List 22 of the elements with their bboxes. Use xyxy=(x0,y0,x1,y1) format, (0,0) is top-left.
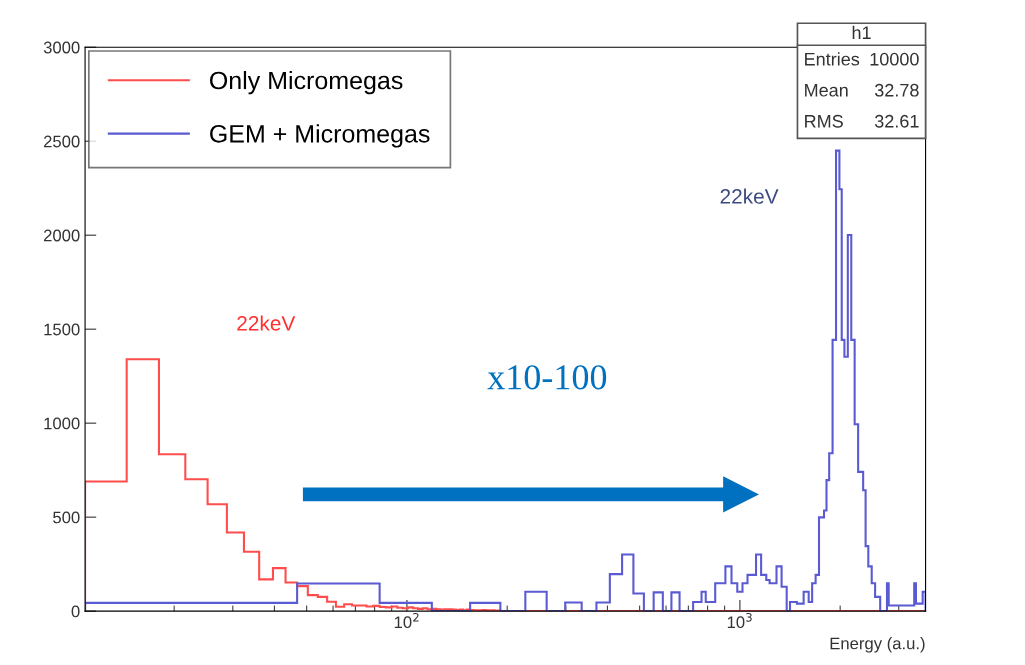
annotation: x10-100 xyxy=(487,365,607,390)
y-tick-label: 1000 xyxy=(44,417,80,430)
annotation: 22keV xyxy=(237,315,296,331)
annotation: 32.78 xyxy=(874,83,919,97)
annotation: Mean xyxy=(805,84,848,97)
annotation: Entries xyxy=(805,52,860,66)
x-tick-label: 10$^{3}$ xyxy=(727,612,752,629)
y-tick-label: 2500 xyxy=(43,135,80,148)
x-axis-title: Energy (a.u.) xyxy=(830,637,925,653)
y-tick-label: 3000 xyxy=(43,41,80,54)
legend-label: Only Micromegas xyxy=(210,70,403,95)
annotation: RMS xyxy=(805,114,843,128)
y-tick-label: 0 xyxy=(71,605,80,618)
x-tick-label: 10$^{2}$ xyxy=(394,612,419,629)
annotation: 10000 xyxy=(870,52,919,66)
y-tick-label: 500 xyxy=(53,511,80,524)
text: h1 xyxy=(852,25,871,39)
annotation: 32.61 xyxy=(874,114,919,128)
y-tick-label: 2000 xyxy=(43,229,80,242)
annotation: 22keV xyxy=(720,188,779,204)
y-tick-label: 1500 xyxy=(44,323,80,336)
legend-label: GEM + Micromegas xyxy=(210,124,430,148)
